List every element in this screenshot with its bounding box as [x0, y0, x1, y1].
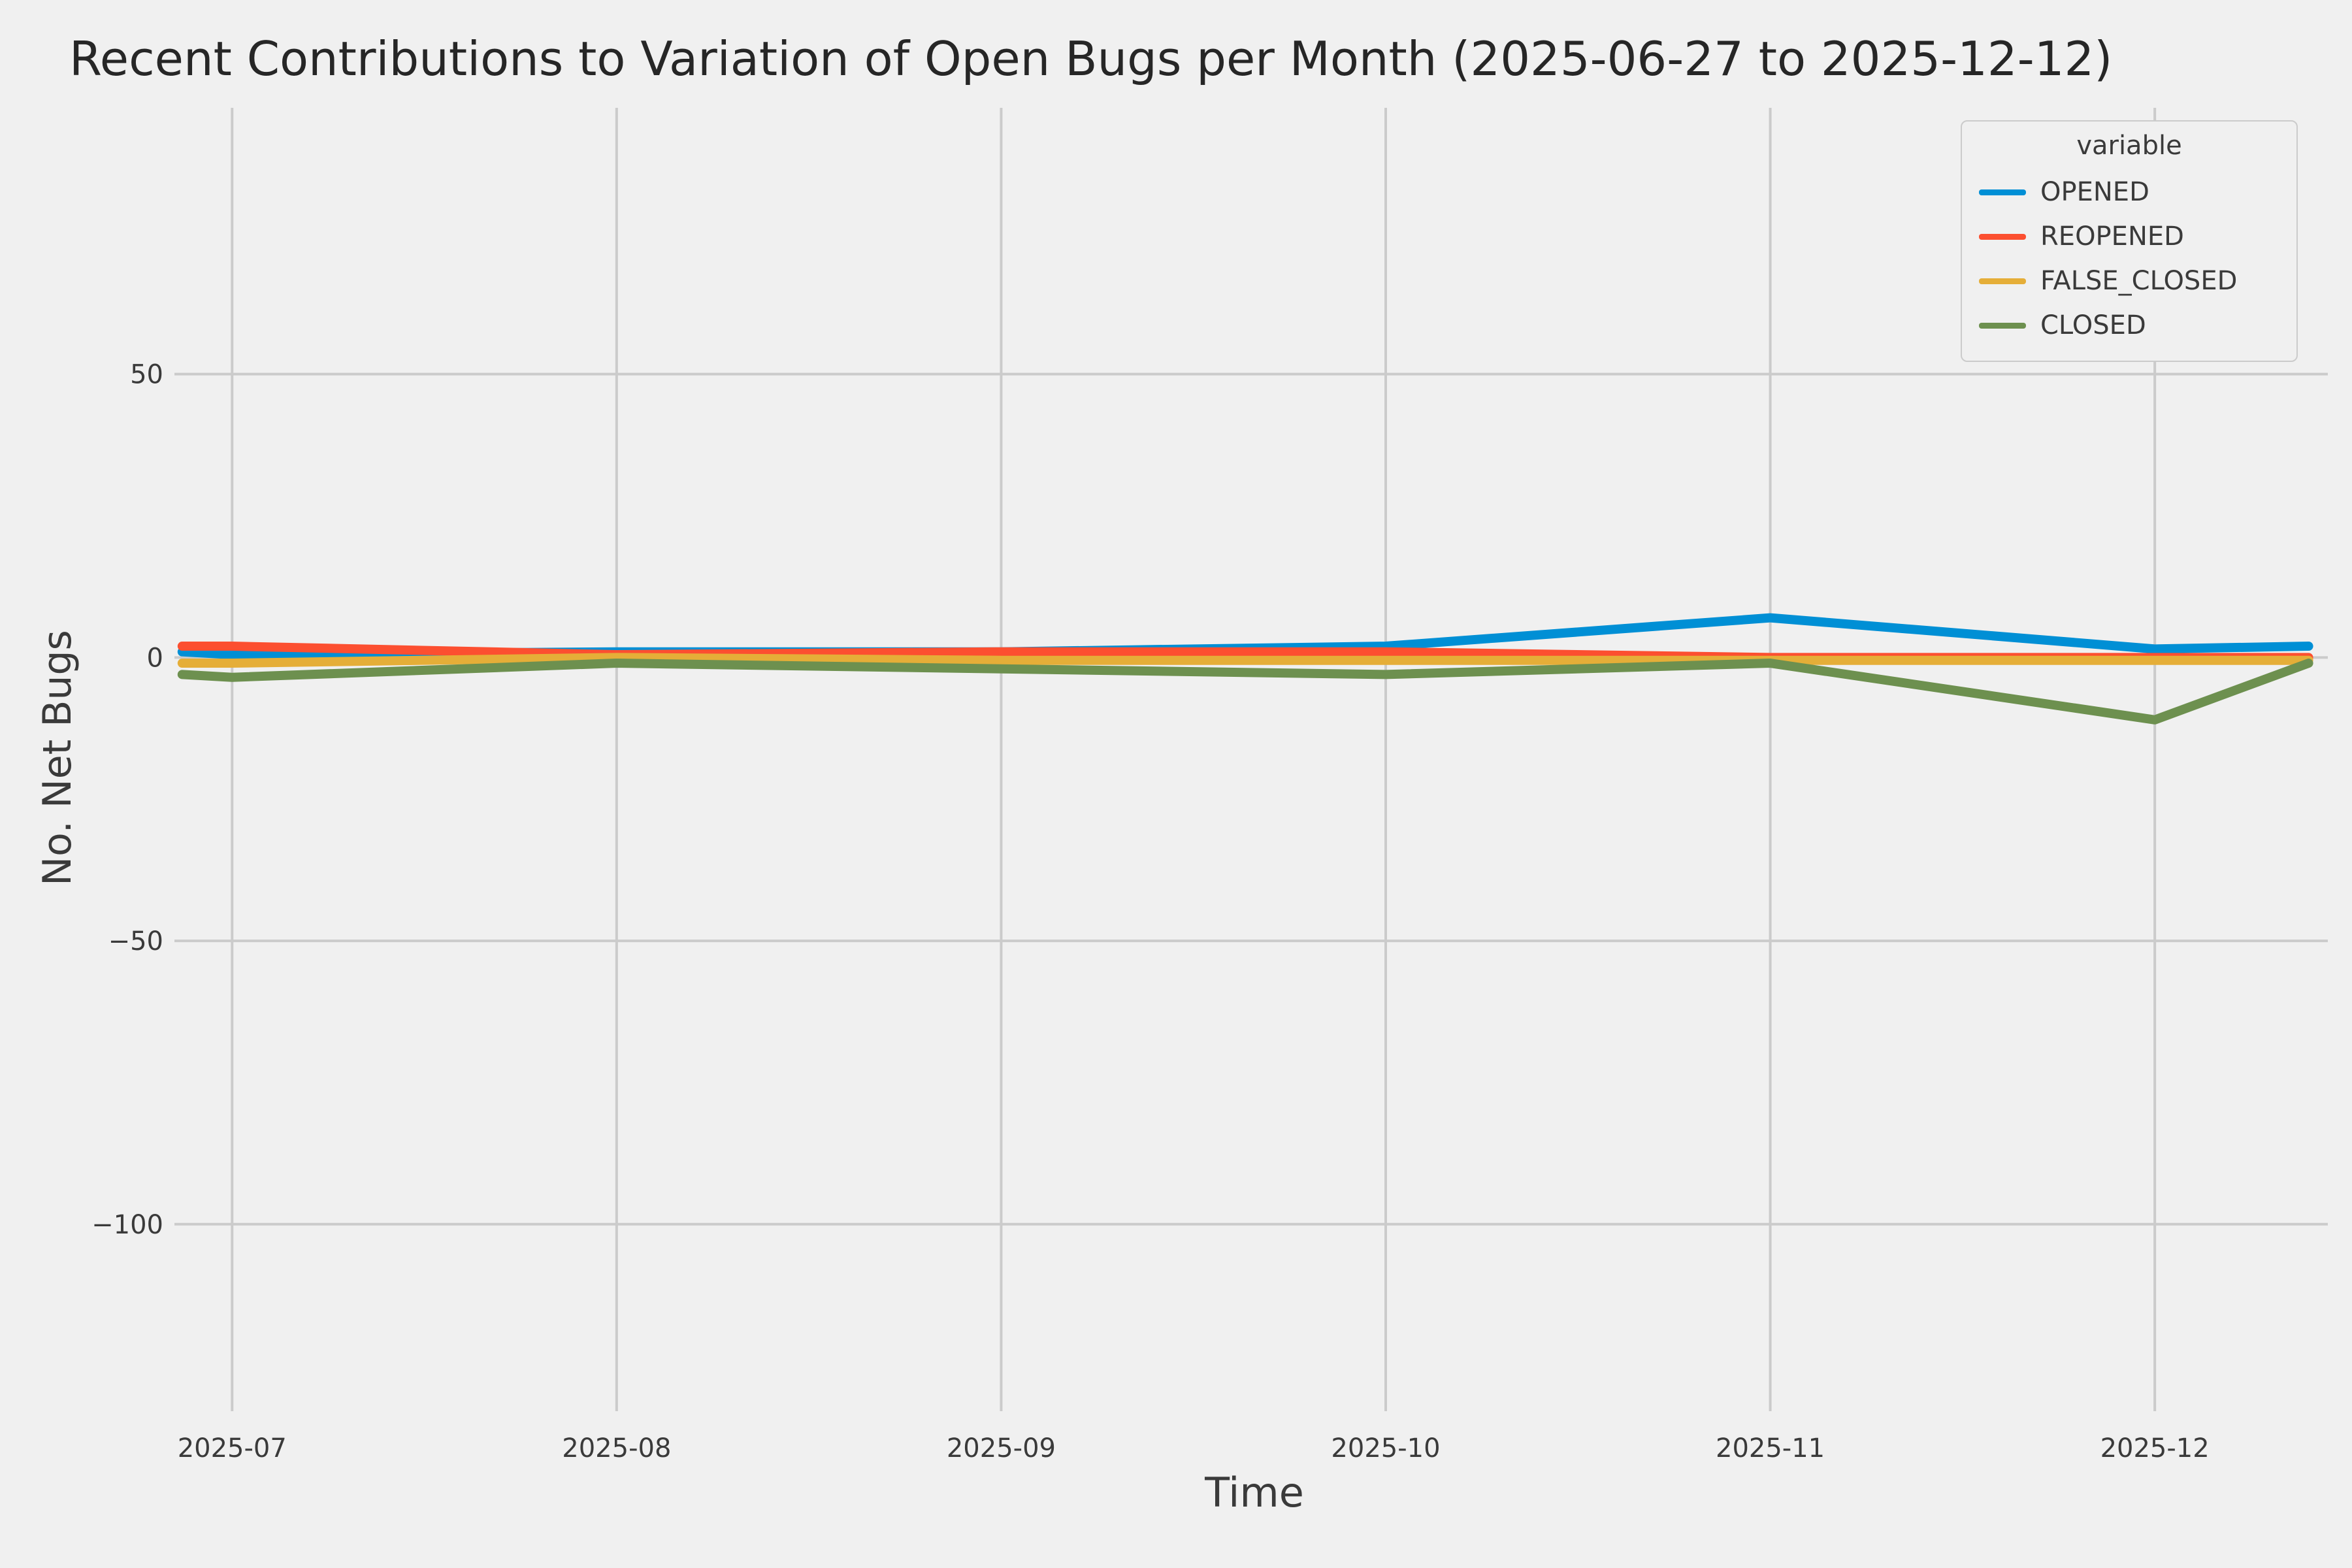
x-tick-label: 2025-09	[947, 1433, 1056, 1463]
legend-item-false-closed: FALSE_CLOSED	[1979, 259, 2279, 303]
y-axis-label: No. Net Bugs	[35, 630, 80, 886]
legend-item-reopened: REOPENED	[1979, 214, 2279, 259]
legend-label-closed: CLOSED	[2040, 310, 2146, 340]
legend-title: variable	[2076, 131, 2182, 161]
legend: variable OPENED REOPENED FALSE_CLOSED CL…	[1961, 120, 2298, 362]
series-line-closed	[177, 659, 2313, 725]
y-tick-label: −100	[91, 1210, 163, 1240]
x-tick-label: 2025-10	[1331, 1433, 1440, 1463]
legend-swatch-closed-line	[1979, 322, 2026, 329]
chart-title: Recent Contributions to Variation of Ope…	[69, 31, 2113, 86]
x-tick-label: 2025-07	[178, 1433, 287, 1463]
legend-swatch-false-closed-line	[1979, 278, 2026, 284]
legend-item-opened: OPENED	[1979, 170, 2279, 214]
x-axis-label: Time	[1205, 1469, 1304, 1516]
legend-swatch-reopened-line	[1979, 233, 2026, 240]
x-tick-label: 2025-08	[562, 1433, 671, 1463]
y-tick-label: 50	[130, 360, 163, 390]
y-tick-label: 0	[147, 643, 163, 673]
x-tick-label: 2025-12	[2100, 1433, 2210, 1463]
legend-label-false-closed: FALSE_CLOSED	[2040, 266, 2238, 296]
series-line-false_closed	[177, 653, 2313, 668]
legend-label-reopened: REOPENED	[2040, 221, 2184, 252]
x-tick-label: 2025-11	[1716, 1433, 1825, 1463]
legend-swatch-opened-line	[1979, 189, 2026, 195]
legend-item-closed: CLOSED	[1979, 303, 2279, 348]
legend-label-opened: OPENED	[2040, 177, 2149, 207]
y-tick-label: −50	[108, 926, 163, 956]
